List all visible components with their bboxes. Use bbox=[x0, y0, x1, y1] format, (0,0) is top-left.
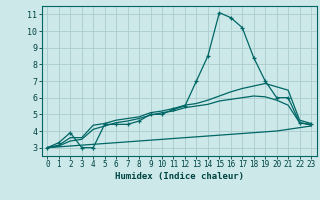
X-axis label: Humidex (Indice chaleur): Humidex (Indice chaleur) bbox=[115, 172, 244, 181]
